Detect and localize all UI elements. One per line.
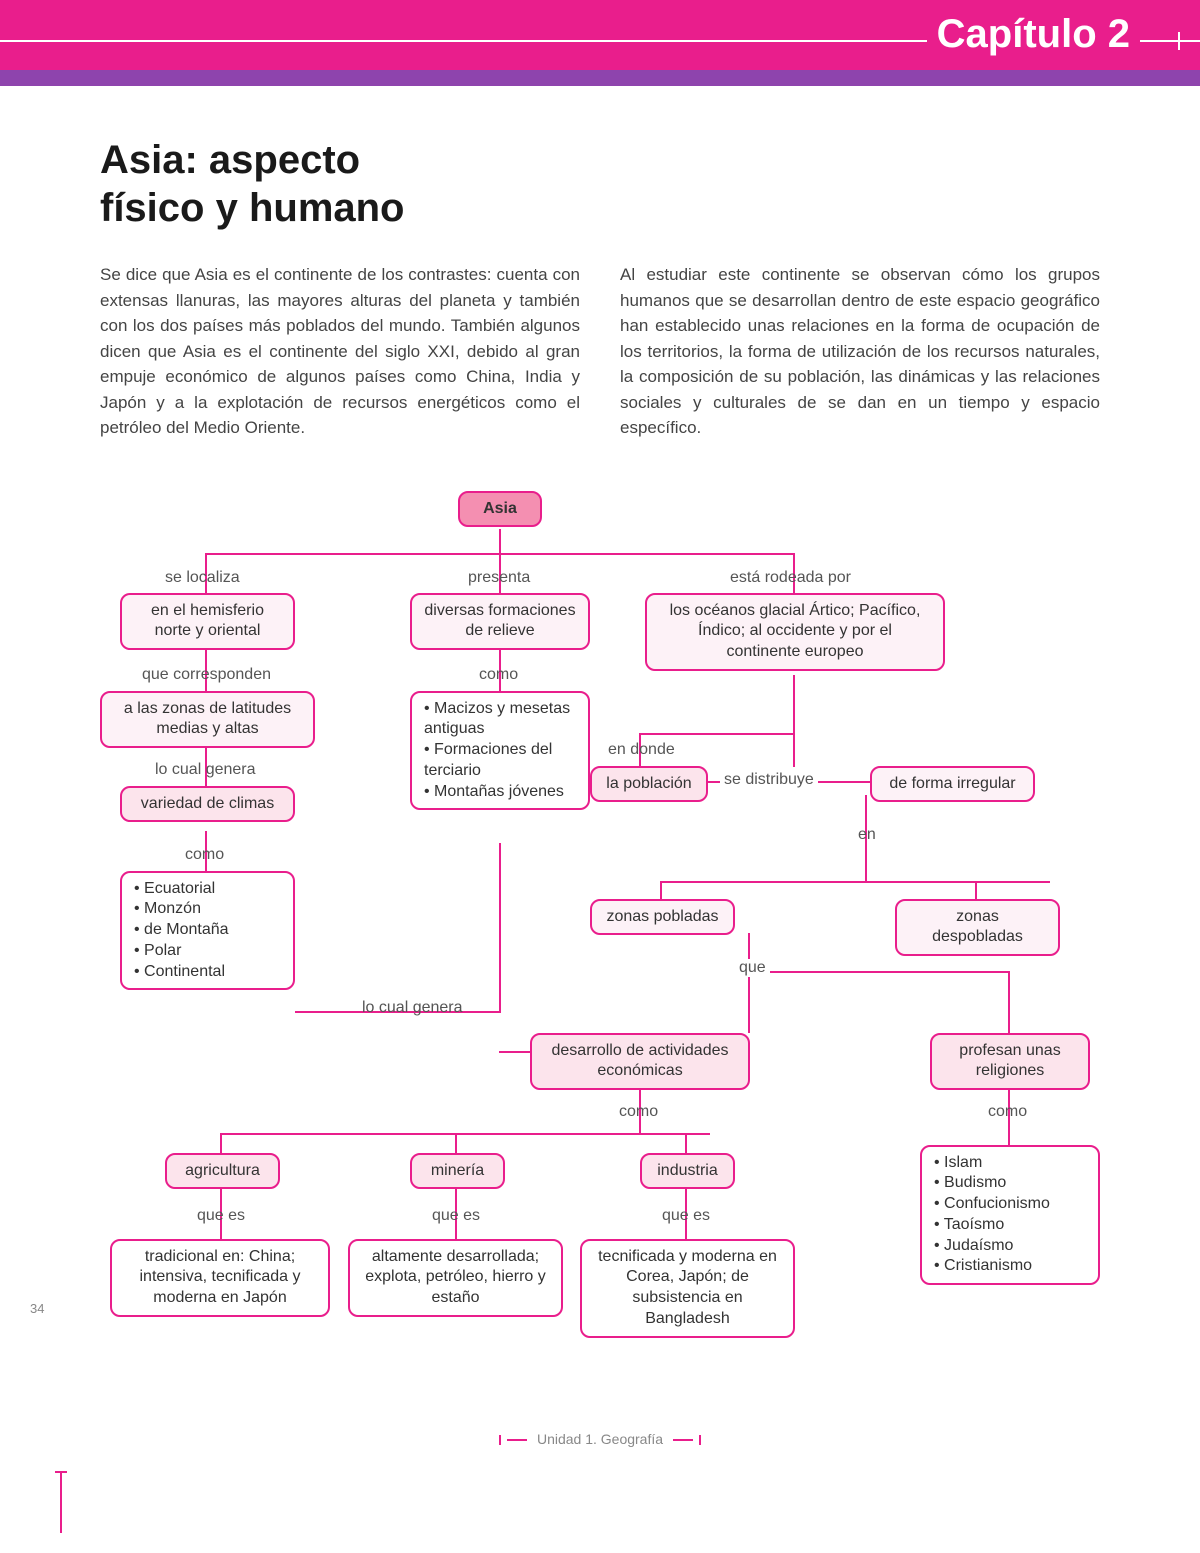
label-que: que — [735, 959, 770, 977]
conn — [220, 1133, 710, 1135]
chapter-banner: Capítulo 2 — [0, 0, 1200, 70]
node-formaciones: diversas formaciones de relieve — [410, 593, 590, 651]
label-se-localiza: se localiza — [165, 569, 240, 587]
conn — [499, 529, 501, 553]
node-zonas-desp: zonas despobladas — [895, 899, 1060, 957]
node-hemisferio: en el hemisferio norte y oriental — [120, 593, 295, 651]
node-ind-desc: tecnificada y moderna en Corea, Japón; d… — [580, 1239, 795, 1338]
page-footer: Unidad 1. Geografía — [0, 1401, 1200, 1467]
page-number: 34 — [30, 1301, 44, 1316]
node-latitudes: a las zonas de latitudes medias y altas — [100, 691, 315, 749]
footer-line-right — [673, 1439, 693, 1441]
title-line-1: Asia: aspecto — [100, 138, 360, 182]
label-genera2: lo cual genera — [362, 999, 463, 1017]
footer-line-left — [507, 1439, 527, 1441]
conn — [975, 881, 977, 899]
node-actividades: desarrollo de actividades económicas — [530, 1033, 750, 1091]
label-como4: como — [988, 1103, 1027, 1121]
node-climas: variedad de climas — [120, 786, 295, 823]
label-presenta: presenta — [468, 569, 530, 587]
node-irregular: de forma irregular — [870, 766, 1035, 803]
side-bracket-top — [55, 1471, 67, 1473]
intro-columns: Se dice que Asia es el continente de los… — [100, 262, 1100, 441]
label-en: en — [858, 826, 876, 844]
label-distribuye: se distribuye — [720, 771, 818, 789]
node-zonas-pob: zonas pobladas — [590, 899, 735, 936]
footer-tick-right — [699, 1435, 701, 1445]
page-content: Asia: aspecto físico y humano Se dice qu… — [0, 86, 1200, 1401]
conn — [685, 1133, 687, 1153]
conn — [499, 843, 501, 1013]
conn — [660, 881, 662, 899]
intro-col-2: Al estudiar este continente se observan … — [620, 262, 1100, 441]
node-min-desc: altamente desarrollada; explota, petróle… — [348, 1239, 563, 1317]
node-root: Asia — [458, 491, 542, 528]
conn — [639, 733, 794, 735]
node-climas-list: • Ecuatorial • Monzón • de Montaña • Pol… — [120, 871, 295, 991]
node-industria: industria — [640, 1153, 735, 1190]
node-agricultura: agricultura — [165, 1153, 280, 1190]
conn — [1008, 971, 1010, 1033]
footer-text: Unidad 1. Geografía — [537, 1431, 663, 1447]
label-como3: como — [619, 1103, 658, 1121]
label-en-donde: en donde — [608, 741, 675, 759]
label-como2: como — [185, 846, 224, 864]
concept-map: Asia se localiza presenta está rodeada p… — [100, 491, 1100, 1371]
conn — [748, 933, 750, 1033]
title-line-2: físico y humano — [100, 186, 405, 230]
chapter-label: Capítulo 2 — [927, 12, 1140, 57]
conn — [455, 1133, 457, 1153]
node-oceanos: los océanos glacial Ártico; Pacífico, Ín… — [645, 593, 945, 671]
node-religiones: profesan unas religiones — [930, 1033, 1090, 1091]
label-genera1: lo cual genera — [155, 761, 256, 779]
label-que-es1: que es — [197, 1207, 245, 1225]
label-corresponden: que corresponden — [142, 666, 271, 684]
conn — [660, 881, 1050, 883]
node-relig-list: • Islam • Budismo • Confucionismo • Taoí… — [920, 1145, 1100, 1286]
node-agri-desc: tradicional en: China; intensiva, tecnif… — [110, 1239, 330, 1317]
node-relieve-list: • Macizos y mesetas antiguas • Formacion… — [410, 691, 590, 811]
page-title: Asia: aspecto físico y humano — [100, 136, 1100, 232]
footer-tick-left — [499, 1435, 501, 1445]
label-rodeada: está rodeada por — [730, 569, 851, 587]
purple-stripe — [0, 70, 1200, 86]
node-poblacion: la población — [590, 766, 708, 803]
side-bracket — [60, 1473, 62, 1533]
conn — [220, 1133, 222, 1153]
node-mineria: minería — [410, 1153, 505, 1190]
conn — [793, 675, 795, 767]
label-que-es2: que es — [432, 1207, 480, 1225]
intro-col-1: Se dice que Asia es el continente de los… — [100, 262, 580, 441]
label-como1: como — [479, 666, 518, 684]
label-que-es3: que es — [662, 1207, 710, 1225]
conn — [748, 971, 1008, 973]
banner-tick — [1178, 32, 1180, 50]
